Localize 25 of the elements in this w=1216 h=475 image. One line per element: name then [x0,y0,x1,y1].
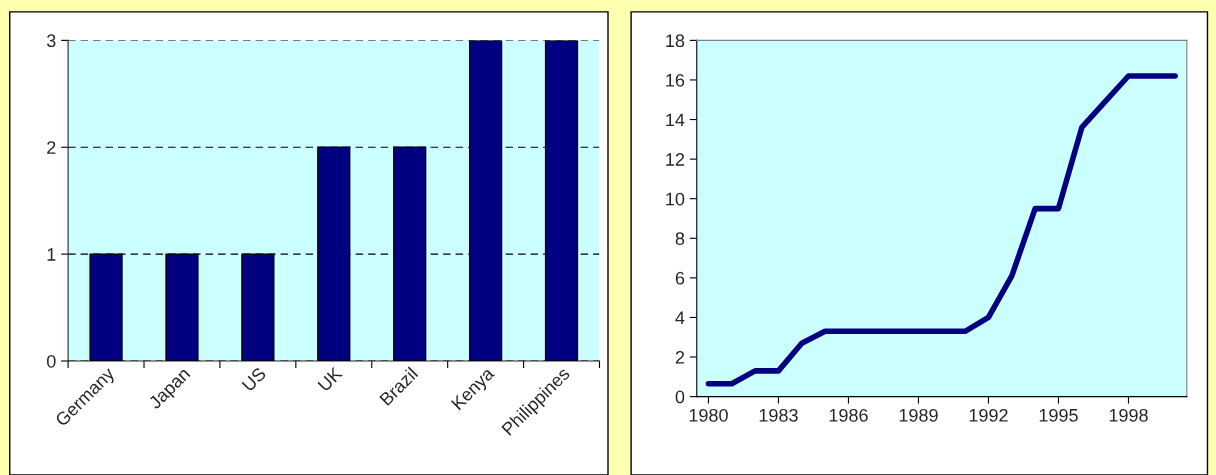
x-tick-label: 1989 [899,408,938,422]
x-tick-label: US [241,366,267,392]
y-tick-label: 10 [666,192,685,206]
x-tick-label: 1983 [759,408,798,422]
y-tick-label: 12 [666,153,685,166]
y-tick-label: 3 [46,34,56,48]
bar [544,40,579,361]
y-tick-label: 2 [47,141,56,154]
y-tick-label: 0 [46,354,56,368]
bar [165,253,199,361]
x-tick-label: 1995 [1039,408,1078,422]
x-tick-label: 1998 [1109,408,1148,422]
y-tick-label: 2 [675,350,685,364]
x-tick-label: 1986 [829,408,868,422]
y-tick-label: 16 [666,73,685,87]
y-tick-label: 18 [666,34,685,48]
x-tick-label: UK [317,366,344,392]
y-tick-label: 6 [675,271,685,285]
x-tick-label: 1980 [689,408,728,422]
x-tick-label: 1992 [969,408,1008,422]
y-tick-label: 1 [47,248,56,261]
y-tick-label: 4 [675,311,685,324]
y-tick-label: 0 [675,390,685,404]
y-tick-label: 14 [666,113,685,127]
y-tick-label: 8 [675,232,685,246]
